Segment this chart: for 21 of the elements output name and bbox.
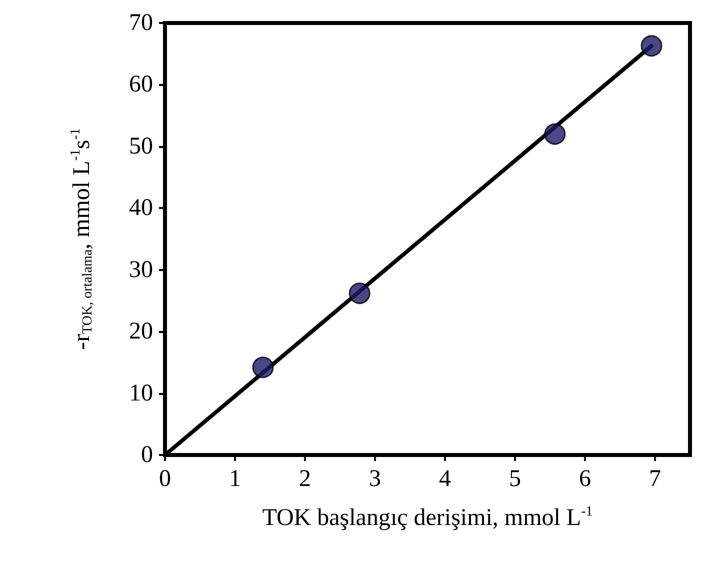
y-tick-label: 60 <box>129 72 153 98</box>
x-tick-label: 2 <box>299 466 311 492</box>
x-tick-label: 4 <box>439 466 451 492</box>
y-tick-label: 30 <box>129 256 153 283</box>
x-tick-label: 1 <box>229 466 241 492</box>
x-tick-label: 7 <box>649 466 661 492</box>
y-axis-title: -rTOK, ortalama, mmol L-1s-1 <box>68 128 96 350</box>
y-tick-label: 70 <box>129 10 153 36</box>
point <box>252 356 274 378</box>
point <box>640 35 662 57</box>
x-tick-label: 5 <box>509 466 521 492</box>
x-tick-label: 6 <box>579 466 591 492</box>
y-tick-label: 20 <box>129 318 153 345</box>
point <box>544 123 566 145</box>
y-tick-label: 40 <box>129 195 153 222</box>
x-tick-label: 3 <box>369 466 381 492</box>
y-tick-label: 50 <box>129 133 153 160</box>
x-tick-label: 0 <box>159 466 171 492</box>
y-tick-label: 10 <box>129 380 153 406</box>
point <box>348 282 370 304</box>
y-tick-label: 0 <box>141 442 153 468</box>
